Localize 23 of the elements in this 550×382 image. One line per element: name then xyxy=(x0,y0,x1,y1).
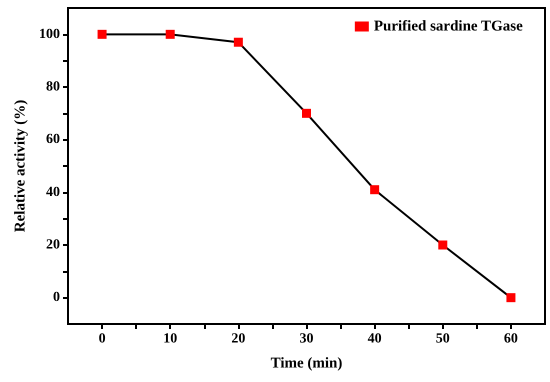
point xyxy=(370,185,380,194)
x-tick-label: 10 xyxy=(163,332,178,346)
x-tick-label: 40 xyxy=(368,332,382,346)
point xyxy=(98,30,107,39)
y-tick-label: 0 xyxy=(53,290,60,306)
y-tick-label: 40 xyxy=(46,184,60,200)
y-tick-label: 80 xyxy=(46,80,60,94)
legend-label: Purified sardine TGase xyxy=(374,18,524,34)
y-tick-label: 100 xyxy=(39,26,60,42)
y-tick-label: 20 xyxy=(46,238,60,252)
point xyxy=(302,108,311,118)
y-axis-title: Relative activity (%) xyxy=(12,100,28,232)
x-tick-label: 50 xyxy=(436,332,450,346)
y-tick-label: 60 xyxy=(46,132,60,148)
x-tick-label: 30 xyxy=(300,332,314,346)
x-tick-label: 60 xyxy=(504,332,518,346)
x-tick-label: 0 xyxy=(98,332,106,346)
point xyxy=(506,293,516,302)
x-tick-label: 20 xyxy=(231,332,246,346)
x-axis-title: Time (min) xyxy=(270,356,342,372)
point xyxy=(438,240,448,250)
point xyxy=(234,38,243,47)
point xyxy=(166,30,175,39)
